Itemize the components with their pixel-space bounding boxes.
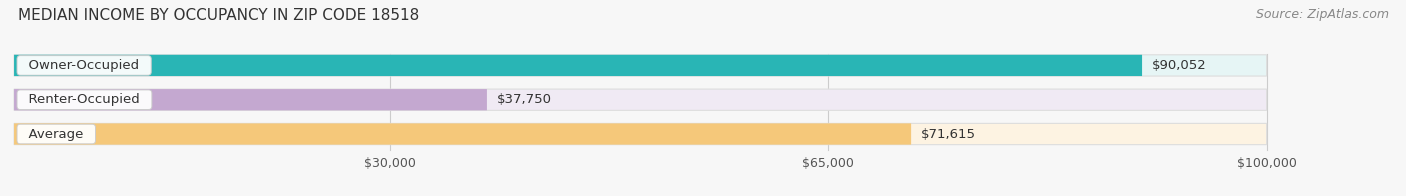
FancyBboxPatch shape <box>14 55 1267 76</box>
FancyBboxPatch shape <box>14 89 1267 110</box>
Text: Source: ZipAtlas.com: Source: ZipAtlas.com <box>1256 8 1389 21</box>
Text: $90,052: $90,052 <box>1152 59 1206 72</box>
FancyBboxPatch shape <box>14 89 486 110</box>
FancyBboxPatch shape <box>14 55 1142 76</box>
Text: Average: Average <box>20 128 93 141</box>
FancyBboxPatch shape <box>14 123 1267 145</box>
Text: Owner-Occupied: Owner-Occupied <box>20 59 148 72</box>
Text: MEDIAN INCOME BY OCCUPANCY IN ZIP CODE 18518: MEDIAN INCOME BY OCCUPANCY IN ZIP CODE 1… <box>18 8 419 23</box>
FancyBboxPatch shape <box>14 123 911 145</box>
Text: $37,750: $37,750 <box>496 93 553 106</box>
Text: $71,615: $71,615 <box>921 128 976 141</box>
Text: Renter-Occupied: Renter-Occupied <box>20 93 149 106</box>
